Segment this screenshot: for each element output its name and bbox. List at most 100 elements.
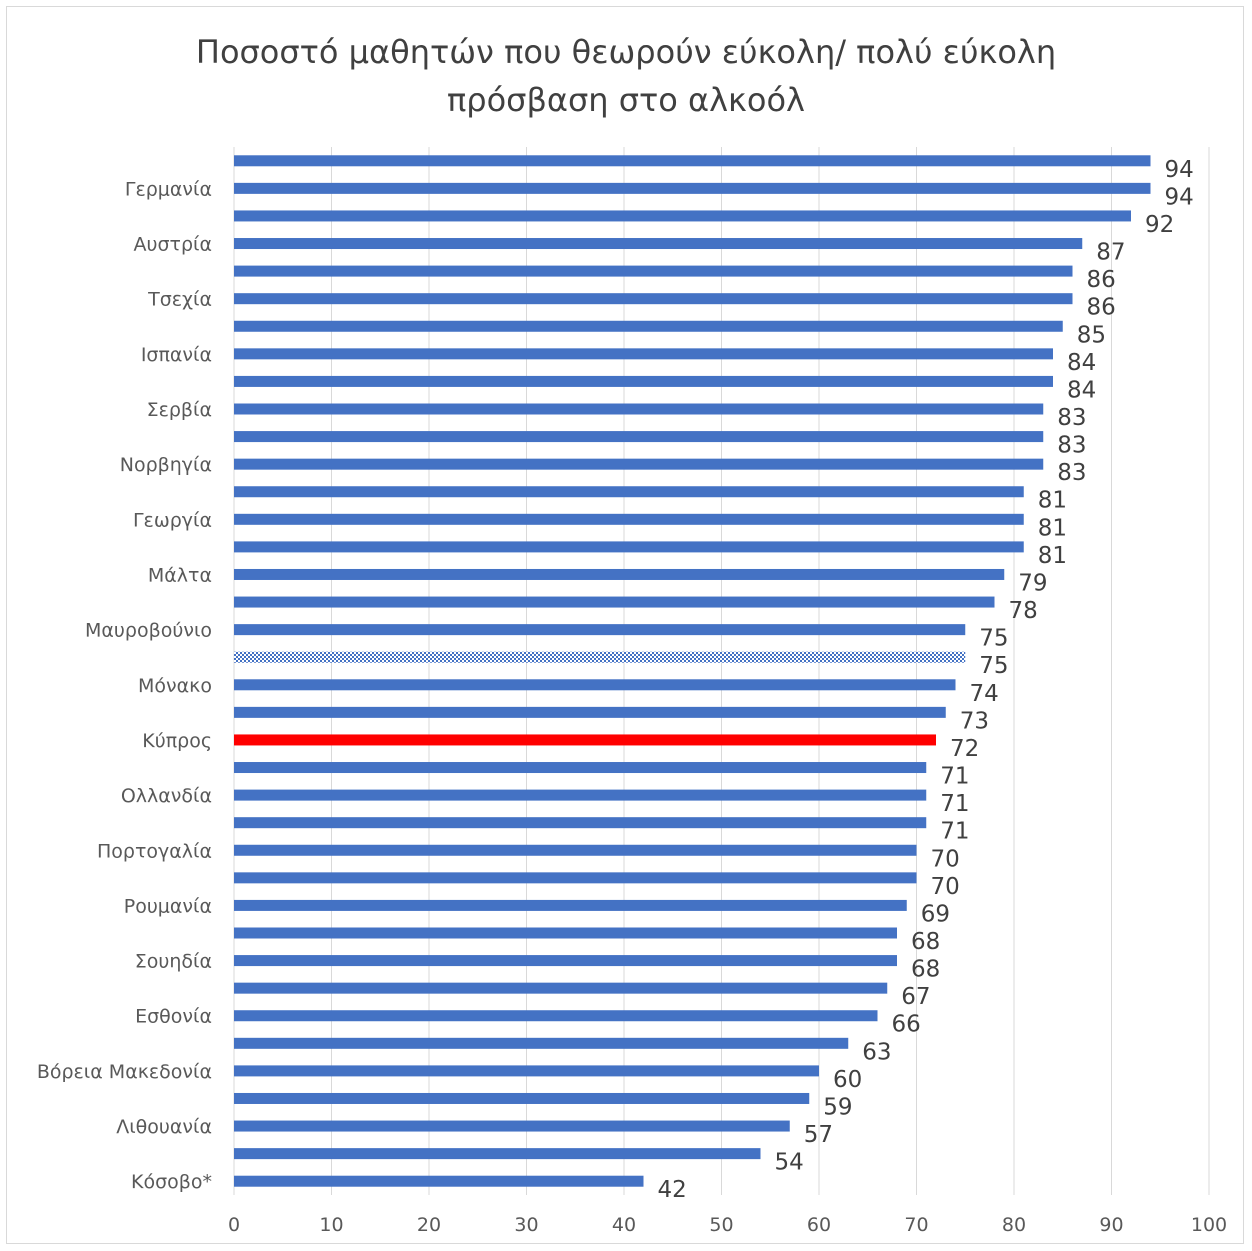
chart-title: Ποσοστό μαθητών που θεωρούν εύκολη/ πολύ… — [0, 28, 1252, 124]
bar-20 — [234, 706, 946, 718]
data-label-23: 71 — [940, 791, 969, 817]
x-tick-label-8: 80 — [1002, 1214, 1026, 1236]
data-label-16: 78 — [1009, 598, 1038, 624]
data-label-24: 71 — [940, 819, 969, 845]
category-label-15: Μάλτα — [148, 564, 212, 586]
chart-title-line-1: Ποσοστό μαθητών που θεωρούν εύκολη/ πολύ… — [195, 33, 1057, 71]
category-label-17: Μαυροβούνιο — [85, 620, 212, 642]
category-label-1: Γερμανία — [125, 178, 212, 200]
bar-10 — [234, 431, 1044, 443]
bar-17 — [234, 624, 966, 636]
bar-27 — [234, 899, 907, 911]
x-tick-label-7: 70 — [904, 1214, 928, 1236]
data-label-30: 67 — [901, 984, 930, 1010]
bar-33 — [234, 1065, 819, 1077]
data-label-14: 81 — [1038, 543, 1067, 569]
bar-23 — [234, 789, 927, 801]
data-label-22: 71 — [940, 764, 969, 790]
category-label-29: Σουηδία — [135, 951, 212, 973]
data-label-11: 83 — [1057, 460, 1086, 486]
x-tick-label-6: 60 — [807, 1214, 831, 1236]
data-label-9: 83 — [1057, 405, 1086, 431]
bar-7 — [234, 348, 1053, 360]
bar-29 — [234, 955, 897, 967]
data-label-10: 83 — [1057, 433, 1086, 459]
bar-26 — [234, 872, 917, 884]
data-label-36: 54 — [775, 1150, 804, 1176]
bar-15 — [234, 568, 1005, 580]
bar-36 — [234, 1148, 761, 1160]
bar-3 — [234, 238, 1083, 250]
x-tick-label-2: 20 — [417, 1214, 441, 1236]
bar-2 — [234, 210, 1131, 222]
category-label-3: Αυστρία — [134, 234, 213, 256]
bar-0 — [234, 155, 1151, 167]
category-label-25: Πορτογαλία — [97, 840, 212, 862]
bar-18 — [234, 651, 966, 663]
x-tick-label-5: 50 — [709, 1214, 733, 1236]
x-tick-label-1: 10 — [319, 1214, 343, 1236]
bar-13 — [234, 513, 1024, 525]
bar-19 — [234, 679, 956, 691]
data-label-32: 63 — [862, 1039, 891, 1065]
bar-21 — [234, 734, 936, 746]
category-label-21: Κύπρος — [142, 730, 212, 752]
bar-35 — [234, 1120, 790, 1132]
x-tick-label-9: 90 — [1099, 1214, 1123, 1236]
data-label-7: 84 — [1067, 350, 1096, 376]
data-label-35: 57 — [804, 1122, 833, 1148]
category-label-11: Νορβηγία — [120, 454, 212, 476]
x-tick-label-10: 100 — [1191, 1214, 1227, 1236]
data-label-29: 68 — [911, 957, 940, 983]
data-label-37: 42 — [658, 1177, 687, 1203]
bar-14 — [234, 541, 1024, 553]
data-label-18: 75 — [979, 653, 1008, 679]
data-label-33: 60 — [833, 1067, 862, 1093]
bar-6 — [234, 320, 1063, 332]
data-label-12: 81 — [1038, 488, 1067, 514]
category-label-27: Ρουμανία — [124, 895, 212, 917]
bar-1 — [234, 182, 1151, 194]
bar-4 — [234, 265, 1073, 277]
category-label-9: Σερβία — [147, 399, 212, 421]
bar-34 — [234, 1092, 810, 1104]
data-label-1: 94 — [1165, 184, 1194, 210]
category-label-31: Εσθονία — [135, 1006, 212, 1028]
data-label-31: 66 — [892, 1012, 921, 1038]
bar-28 — [234, 927, 897, 939]
bar-16 — [234, 596, 995, 608]
data-label-3: 87 — [1096, 240, 1125, 266]
bar-32 — [234, 1037, 849, 1049]
bar-8 — [234, 375, 1053, 387]
bars — [234, 155, 1151, 1187]
data-label-34: 59 — [823, 1094, 852, 1120]
category-label-19: Μόνακο — [138, 675, 212, 697]
data-label-0: 94 — [1165, 157, 1194, 183]
x-tick-label-3: 30 — [514, 1214, 538, 1236]
chart-title-line-2: πρόσβαση στο αλκοόλ — [447, 81, 805, 119]
category-label-7: Ισπανία — [141, 344, 212, 366]
data-label-20: 73 — [960, 708, 989, 734]
bar-11 — [234, 458, 1044, 470]
bar-37 — [234, 1175, 644, 1187]
data-label-13: 81 — [1038, 515, 1067, 541]
data-label-17: 75 — [979, 626, 1008, 652]
data-label-6: 85 — [1077, 322, 1106, 348]
data-label-26: 70 — [931, 874, 960, 900]
x-tick-label-4: 40 — [612, 1214, 636, 1236]
labels: 0 10 20 30 40 50 60 70 80 90 100949492878686858484… — [37, 157, 1227, 1236]
bar-31 — [234, 1010, 878, 1022]
data-label-4: 86 — [1087, 267, 1116, 293]
gridlines — [233, 147, 1210, 1195]
data-label-21: 72 — [950, 736, 979, 762]
data-label-19: 74 — [970, 681, 999, 707]
data-label-5: 86 — [1087, 295, 1116, 321]
category-label-5: Τσεχία — [147, 289, 212, 311]
bar-12 — [234, 486, 1024, 498]
bar-22 — [234, 762, 927, 774]
bar-5 — [234, 293, 1073, 305]
category-label-23: Ολλανδία — [121, 785, 212, 807]
data-label-25: 70 — [931, 846, 960, 872]
data-label-8: 84 — [1067, 377, 1096, 403]
